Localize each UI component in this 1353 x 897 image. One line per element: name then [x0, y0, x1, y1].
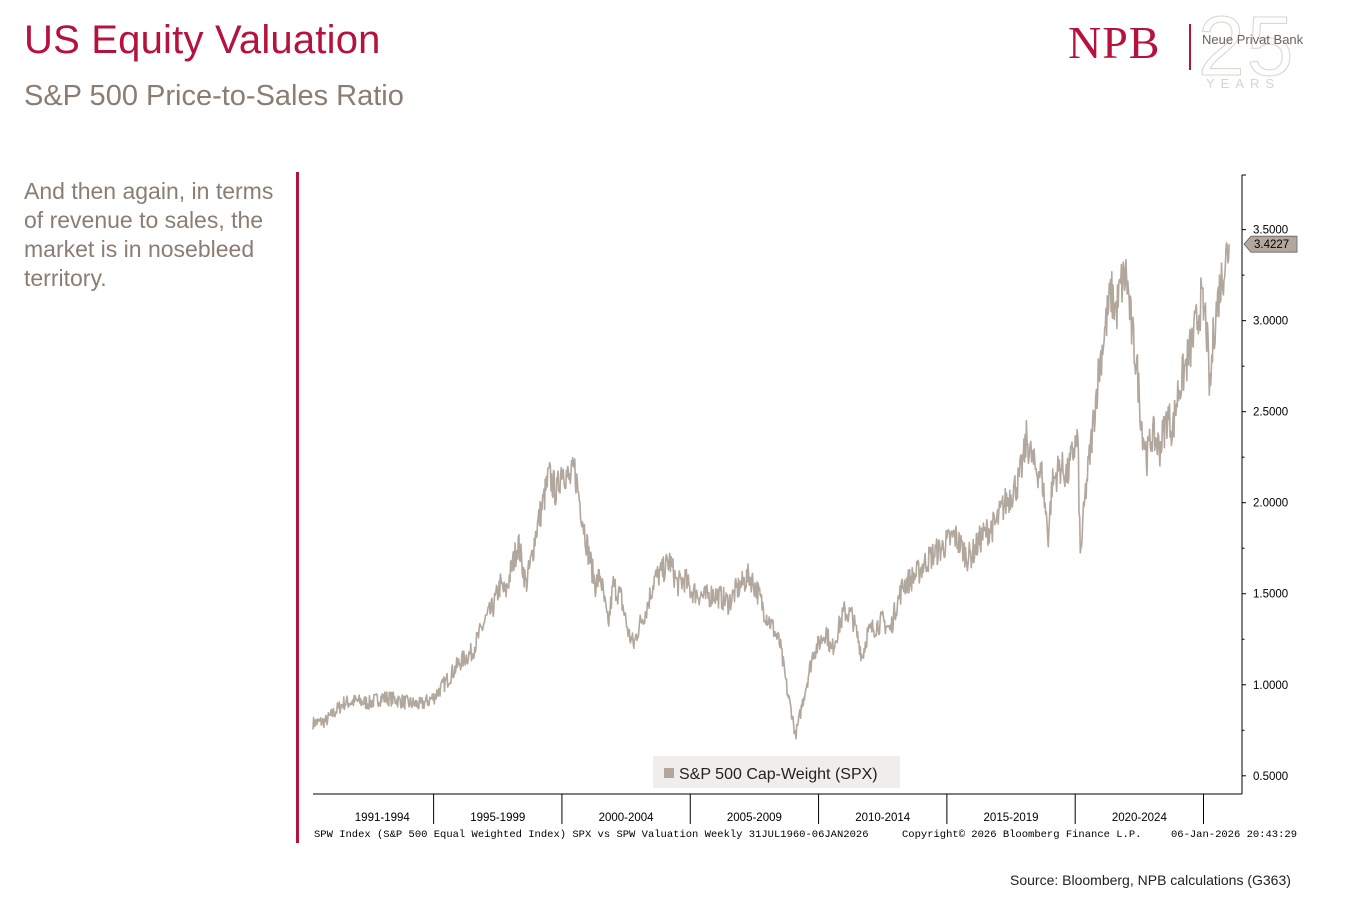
legend-box [653, 756, 900, 788]
x-tick-label: 2015-2019 [984, 812, 1039, 824]
chart-series [312, 242, 1230, 740]
y-tick-label: 1.0000 [1253, 680, 1288, 692]
y-tick-label: 2.5000 [1253, 407, 1288, 419]
chart-footer-description: SPW Index (S&P 500 Equal Weighted Index)… [314, 829, 869, 841]
chart-labels: 3.5000 3.0000 2.5000 2.0000 1.5000 1.0000 0.50… [314, 225, 1298, 841]
y-tick-label: 1.5000 [1253, 589, 1288, 601]
logo-wordmark: NPB [1068, 17, 1161, 68]
x-tick-label: 1995-1999 [470, 812, 525, 824]
x-tick-label: 1991-1994 [355, 812, 411, 824]
y-tick-label: 2.0000 [1253, 498, 1288, 510]
chart-footer-timestamp: 06-Jan-2026 20:43:29 [1171, 829, 1297, 841]
x-tick-label: 2000-2004 [599, 812, 655, 824]
y-tick-label: 3.0000 [1253, 316, 1288, 328]
y-tick-label: 3.5000 [1253, 225, 1288, 237]
logo-bank-name: Neue Privat Bank [1202, 32, 1304, 47]
page-title: US Equity Valuation [24, 18, 381, 62]
page-subtitle: S&P 500 Price-to-Sales Ratio [24, 80, 404, 112]
series-line-spx [312, 242, 1230, 740]
accent-divider [296, 172, 299, 843]
price-to-sales-chart: 3.5000 3.0000 2.5000 2.0000 1.5000 1.0000 0.50… [312, 174, 1298, 841]
legend-label: S&P 500 Cap-Weight (SPX) [679, 766, 878, 783]
anniversary-years-label: YEARS [1206, 76, 1281, 91]
commentary-text: And then again, in terms of revenue to s… [24, 178, 274, 291]
source-note: Source: Bloomberg, NPB calculations (G36… [1010, 872, 1291, 888]
x-tick-label: 2010-2014 [855, 812, 911, 824]
y-tick-label: 0.5000 [1253, 771, 1288, 783]
legend-swatch [664, 768, 674, 778]
x-tick-label: 2020-2024 [1112, 812, 1168, 824]
last-value-tag [1243, 235, 1298, 253]
anniversary-25-mark: 25 [1197, 0, 1296, 94]
x-tick-label: 2005-2009 [727, 812, 782, 824]
chart-legend: S&P 500 Cap-Weight (SPX) [653, 756, 900, 788]
last-value-label: 3.4227 [1254, 239, 1289, 251]
chart-axes [313, 174, 1246, 824]
chart-footer-copyright: Copyright© 2026 Bloomberg Finance L.P. [902, 829, 1141, 841]
npb-logo: 25 YEARS NPB Neue Privat Bank [1068, 0, 1308, 100]
logo-divider [1189, 24, 1191, 70]
